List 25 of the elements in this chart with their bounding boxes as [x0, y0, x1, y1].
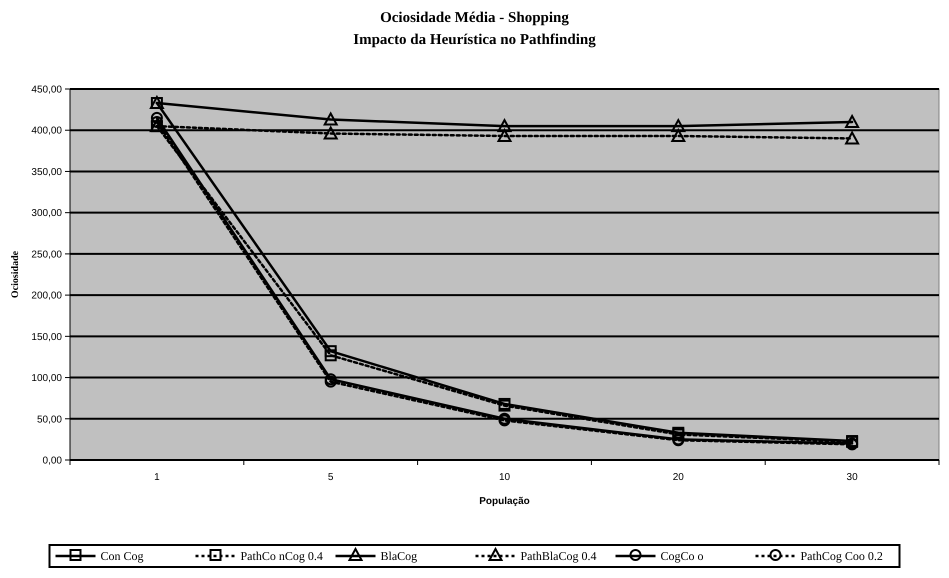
y-tick-label: 250,00 [31, 249, 62, 260]
y-tick-label: 200,00 [31, 290, 62, 302]
y-tick-label: 400,00 [31, 126, 62, 137]
chart-title: Ociosidade Média - Shopping [380, 10, 570, 26]
x-tick-label: 1 [154, 472, 160, 483]
y-tick-label: 450,00 [31, 84, 62, 96]
y-axis-title: Ociosidade [10, 250, 21, 298]
y-tick-label: 150,00 [31, 332, 62, 343]
legend-label: PathCo nCog 0.4 [240, 549, 323, 564]
x-tick-label: 10 [498, 472, 510, 483]
y-tick-label: 50,00 [36, 414, 62, 426]
x-tick-label: 5 [328, 472, 334, 483]
legend-label: Con Cog [100, 549, 144, 564]
x-tick-label: 30 [846, 472, 858, 483]
y-tick-label: 300,00 [31, 208, 62, 220]
y-tick-label: 0,00 [42, 456, 62, 466]
x-axis-title: População [479, 496, 530, 507]
legend-label: PathBlaCog 0.4 [520, 549, 597, 564]
x-tick-label: 20 [672, 472, 684, 483]
chart-subtitle: Impacto da Heurística no Pathfinding [353, 32, 596, 48]
legend-label: CogCo o [660, 549, 704, 564]
y-tick-label: 100,00 [31, 373, 62, 384]
y-tick-label: 350,00 [31, 166, 62, 178]
legend-label: BlaCog [380, 549, 418, 564]
legend-label: PathCog Coo 0.2 [800, 549, 883, 564]
